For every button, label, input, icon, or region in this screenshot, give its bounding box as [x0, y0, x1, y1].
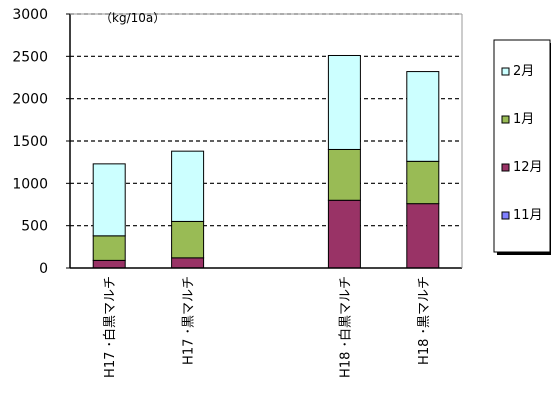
bar-segment	[171, 220, 205, 259]
axes	[66, 13, 463, 269]
legend-swatch	[501, 67, 510, 76]
unit-label: （kg/10a）	[100, 11, 165, 25]
legend-label: 12月	[513, 160, 543, 175]
bar-segment	[171, 150, 205, 222]
bar-segment	[327, 54, 361, 150]
y-tick-label: 3000	[12, 7, 48, 23]
legend-swatch	[501, 115, 510, 124]
bar-segment	[92, 163, 126, 237]
legend-label: 1月	[513, 112, 534, 127]
y-tick-label: 2000	[12, 92, 48, 108]
legend-label: 11月	[513, 208, 543, 223]
y-tick-label: 1000	[12, 176, 48, 192]
legend-swatch	[501, 163, 510, 172]
legend-label: 2月	[513, 64, 534, 79]
x-tick-label: H17 ･黒マルチ	[182, 276, 197, 365]
bar-segment	[406, 203, 440, 269]
y-tick-labels: 0 500 1000 1500 2000 2500 3000	[12, 7, 48, 277]
bar-segment	[406, 160, 440, 205]
bar-segment	[92, 235, 126, 261]
bar-segment	[171, 257, 205, 269]
y-tick-label: 1500	[12, 134, 48, 150]
bar-segment	[327, 199, 361, 269]
bar-segment	[406, 71, 440, 162]
bar-segment	[327, 148, 361, 201]
legend: 2月 1月 12月 11月	[493, 39, 551, 255]
y-tick-label: 2500	[12, 49, 48, 65]
x-category-labels: H17 ･白黒マルチ H17 ･黒マルチ H18 ･白黒マルチ H18 ･黒マルチ	[102, 276, 432, 378]
x-tick-label: H18 ･黒マルチ	[417, 276, 432, 365]
legend-swatch	[501, 211, 510, 220]
x-tick-label: H18 ･白黒マルチ	[337, 276, 353, 378]
bar-stacks	[92, 54, 440, 269]
gridlines	[70, 13, 462, 227]
x-tick-label: H17 ･白黒マルチ	[102, 276, 118, 378]
y-tick-label: 500	[21, 219, 48, 235]
bar-segment	[92, 259, 126, 269]
y-tick-label: 0	[39, 261, 48, 277]
